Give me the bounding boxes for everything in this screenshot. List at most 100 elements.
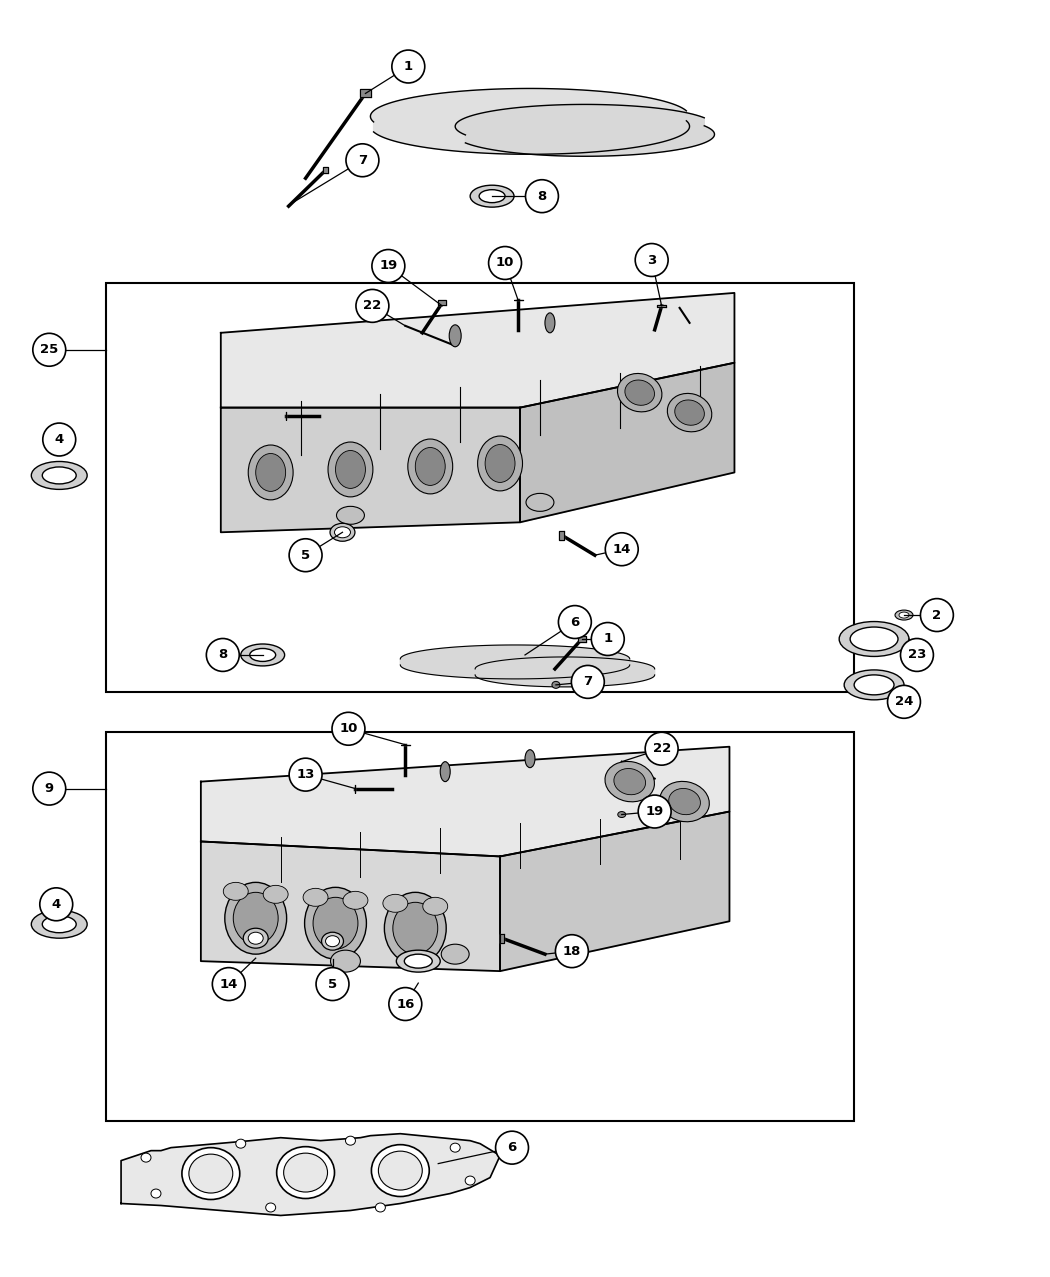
Circle shape bbox=[388, 987, 422, 1020]
Circle shape bbox=[33, 333, 66, 366]
Circle shape bbox=[645, 732, 678, 765]
Ellipse shape bbox=[441, 944, 469, 964]
Ellipse shape bbox=[625, 381, 654, 405]
Ellipse shape bbox=[343, 891, 368, 909]
Bar bbox=[106, 732, 854, 1121]
Ellipse shape bbox=[32, 911, 87, 939]
Polygon shape bbox=[201, 747, 730, 857]
Text: 22: 22 bbox=[652, 742, 671, 755]
Ellipse shape bbox=[304, 888, 366, 959]
Text: 3: 3 bbox=[647, 254, 656, 267]
Polygon shape bbox=[322, 167, 329, 174]
Polygon shape bbox=[220, 407, 520, 533]
Ellipse shape bbox=[404, 954, 433, 968]
Ellipse shape bbox=[479, 190, 505, 203]
Ellipse shape bbox=[236, 1139, 246, 1148]
Circle shape bbox=[901, 638, 933, 672]
Circle shape bbox=[591, 623, 625, 655]
Text: 14: 14 bbox=[612, 543, 631, 555]
Circle shape bbox=[571, 665, 605, 699]
Ellipse shape bbox=[330, 524, 355, 541]
Text: 23: 23 bbox=[908, 649, 926, 661]
Ellipse shape bbox=[284, 1153, 328, 1191]
Text: 10: 10 bbox=[496, 257, 514, 269]
Text: 4: 4 bbox=[51, 898, 61, 911]
Polygon shape bbox=[560, 531, 565, 540]
Text: 19: 19 bbox=[646, 805, 664, 819]
Circle shape bbox=[345, 144, 379, 176]
Text: 8: 8 bbox=[218, 649, 228, 661]
Circle shape bbox=[921, 599, 953, 632]
Ellipse shape bbox=[850, 627, 898, 651]
Polygon shape bbox=[201, 842, 500, 971]
Text: 6: 6 bbox=[570, 616, 580, 628]
Polygon shape bbox=[360, 89, 371, 97]
Ellipse shape bbox=[42, 916, 77, 932]
Ellipse shape bbox=[669, 788, 700, 815]
Ellipse shape bbox=[378, 1151, 422, 1190]
Circle shape bbox=[289, 759, 322, 790]
Polygon shape bbox=[220, 292, 734, 407]
Ellipse shape bbox=[372, 1144, 429, 1197]
Ellipse shape bbox=[32, 461, 87, 489]
Ellipse shape bbox=[526, 493, 554, 511]
Ellipse shape bbox=[393, 903, 438, 954]
Ellipse shape bbox=[321, 932, 343, 950]
Circle shape bbox=[392, 50, 425, 83]
Polygon shape bbox=[400, 645, 630, 679]
Ellipse shape bbox=[250, 649, 276, 661]
Text: 8: 8 bbox=[538, 190, 547, 203]
Polygon shape bbox=[579, 636, 586, 642]
Ellipse shape bbox=[248, 932, 264, 944]
Circle shape bbox=[525, 180, 559, 213]
Ellipse shape bbox=[335, 527, 351, 538]
Ellipse shape bbox=[182, 1148, 239, 1199]
Ellipse shape bbox=[383, 894, 407, 912]
Ellipse shape bbox=[668, 393, 712, 432]
Text: 9: 9 bbox=[45, 782, 54, 796]
Polygon shape bbox=[500, 812, 730, 971]
Ellipse shape bbox=[141, 1153, 151, 1162]
Ellipse shape bbox=[605, 761, 654, 802]
Polygon shape bbox=[456, 105, 714, 156]
Text: 10: 10 bbox=[339, 723, 358, 736]
Polygon shape bbox=[500, 933, 504, 942]
Text: 13: 13 bbox=[296, 769, 315, 782]
Ellipse shape bbox=[899, 612, 909, 618]
Text: 18: 18 bbox=[563, 945, 581, 958]
Text: 25: 25 bbox=[40, 344, 59, 356]
Ellipse shape bbox=[326, 936, 339, 946]
Polygon shape bbox=[121, 1134, 500, 1216]
Polygon shape bbox=[520, 363, 734, 522]
Ellipse shape bbox=[328, 442, 373, 497]
Ellipse shape bbox=[303, 889, 328, 907]
Circle shape bbox=[43, 423, 76, 456]
Polygon shape bbox=[371, 88, 690, 155]
Ellipse shape bbox=[264, 885, 288, 903]
Ellipse shape bbox=[675, 400, 705, 425]
Text: 22: 22 bbox=[363, 299, 381, 313]
Ellipse shape bbox=[844, 670, 904, 700]
Polygon shape bbox=[439, 300, 446, 305]
Ellipse shape bbox=[470, 185, 514, 207]
Ellipse shape bbox=[525, 750, 534, 767]
Ellipse shape bbox=[233, 893, 278, 944]
Ellipse shape bbox=[276, 1147, 335, 1199]
Ellipse shape bbox=[440, 761, 450, 782]
Ellipse shape bbox=[240, 644, 285, 665]
Ellipse shape bbox=[345, 1137, 356, 1145]
Text: 7: 7 bbox=[358, 153, 367, 167]
Ellipse shape bbox=[224, 882, 248, 900]
Polygon shape bbox=[657, 305, 666, 308]
Bar bbox=[106, 283, 854, 692]
Ellipse shape bbox=[248, 444, 293, 499]
Ellipse shape bbox=[895, 610, 912, 621]
Ellipse shape bbox=[313, 898, 358, 949]
Ellipse shape bbox=[225, 882, 287, 954]
Ellipse shape bbox=[423, 898, 447, 916]
Circle shape bbox=[496, 1131, 528, 1165]
Ellipse shape bbox=[614, 769, 646, 794]
Text: 16: 16 bbox=[396, 997, 415, 1010]
Ellipse shape bbox=[839, 622, 909, 656]
Circle shape bbox=[212, 968, 246, 1001]
